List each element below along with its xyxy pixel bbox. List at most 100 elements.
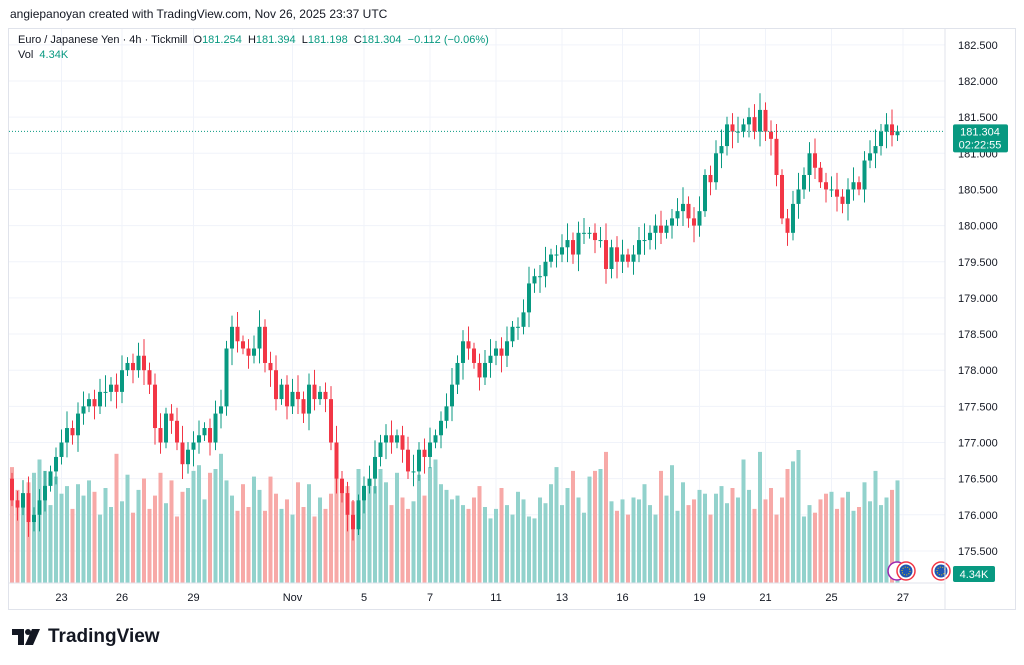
volume-bar bbox=[208, 472, 212, 583]
current-price-label: 181.304 bbox=[960, 126, 1000, 138]
candle bbox=[879, 124, 883, 156]
candle-body bbox=[26, 493, 31, 523]
candle-body bbox=[846, 189, 850, 204]
candle-body bbox=[554, 254, 559, 256]
candle bbox=[175, 407, 179, 451]
volume-bar bbox=[428, 467, 432, 583]
volume-bar bbox=[741, 459, 746, 583]
volume-bar bbox=[43, 470, 47, 583]
candle-body bbox=[81, 406, 86, 414]
volume-bar bbox=[840, 497, 845, 583]
candle bbox=[125, 357, 130, 376]
volume-bar bbox=[620, 499, 625, 583]
volume-bar bbox=[802, 516, 806, 583]
volume-bar bbox=[521, 499, 526, 583]
candle-body bbox=[433, 435, 438, 443]
tradingview-logo[interactable]: TradingView bbox=[12, 626, 160, 648]
volume-bar bbox=[444, 489, 449, 583]
candle bbox=[615, 236, 619, 279]
volume-bar bbox=[373, 486, 377, 583]
symbol-title[interactable]: Euro / Japanese Yen · 4h · Tickmill bbox=[18, 34, 188, 46]
candle-body bbox=[98, 391, 102, 407]
candle bbox=[543, 246, 548, 288]
volume-bar bbox=[543, 503, 548, 583]
candle-body bbox=[587, 232, 592, 234]
candle-body bbox=[879, 131, 883, 147]
candle bbox=[296, 375, 300, 414]
volume-bar bbox=[142, 478, 146, 583]
volume-bar bbox=[725, 503, 729, 583]
candle bbox=[378, 434, 383, 467]
candle bbox=[15, 490, 20, 521]
candle bbox=[92, 389, 97, 420]
volume-bar bbox=[125, 474, 130, 583]
candle-body bbox=[521, 312, 526, 327]
candle-body bbox=[752, 117, 757, 132]
candle-body bbox=[153, 384, 157, 429]
volume-bar bbox=[21, 499, 25, 583]
volume-bar bbox=[879, 505, 883, 583]
y-tick-label: 176.000 bbox=[958, 510, 998, 522]
candle bbox=[411, 454, 416, 487]
candle bbox=[241, 335, 245, 355]
y-tick-label: 177.000 bbox=[958, 438, 998, 450]
candle bbox=[659, 210, 663, 245]
candle-body bbox=[681, 203, 685, 212]
volume-bar bbox=[857, 507, 861, 583]
tradingview-logo-icon bbox=[12, 629, 40, 645]
x-tick-label: 29 bbox=[187, 592, 199, 604]
candle-body bbox=[769, 131, 773, 139]
candle-body bbox=[450, 384, 454, 407]
volume-bar bbox=[769, 488, 773, 583]
candle bbox=[725, 116, 729, 156]
candlestick-chart[interactable]: 182.500182.000181.500181.000180.500180.0… bbox=[0, 0, 1024, 615]
volume-bar bbox=[180, 491, 185, 583]
chart-credit: angiepanoyan created with TradingView.co… bbox=[10, 7, 388, 21]
candle-body bbox=[620, 254, 625, 262]
candle-body bbox=[664, 225, 669, 233]
candle bbox=[466, 326, 471, 360]
candle-body bbox=[263, 326, 267, 363]
candle bbox=[862, 151, 867, 203]
candle bbox=[252, 335, 256, 364]
x-tick-label: 13 bbox=[556, 592, 568, 604]
volume-bar bbox=[334, 470, 339, 583]
candle-body bbox=[703, 174, 707, 212]
volume-bar bbox=[675, 510, 680, 583]
candle bbox=[494, 340, 498, 366]
volume-bar bbox=[483, 507, 487, 583]
candle bbox=[752, 104, 757, 140]
candle-body bbox=[246, 348, 251, 356]
volume-bar bbox=[554, 467, 559, 583]
volume-bar bbox=[285, 499, 289, 583]
candle bbox=[681, 187, 685, 226]
candle bbox=[664, 219, 669, 239]
candle-body bbox=[532, 276, 537, 284]
close-label: C bbox=[353, 34, 362, 46]
x-tick-label: 23 bbox=[55, 592, 67, 604]
volume-bar bbox=[252, 476, 256, 583]
volume-bar bbox=[257, 489, 262, 583]
volume-bar bbox=[516, 491, 520, 583]
volume-bar bbox=[730, 488, 735, 583]
volume-bar bbox=[626, 514, 630, 583]
candle-body bbox=[268, 362, 273, 371]
candle bbox=[565, 223, 570, 263]
volume-bar bbox=[719, 486, 724, 583]
candle bbox=[840, 189, 845, 214]
candle-body bbox=[422, 449, 427, 457]
candle-body bbox=[439, 420, 443, 436]
x-tick-label: 5 bbox=[361, 592, 367, 604]
candle-body bbox=[334, 442, 339, 479]
x-tick-label: 16 bbox=[616, 592, 628, 604]
volume-bar bbox=[846, 491, 850, 583]
candle-body bbox=[604, 240, 608, 269]
candle-body bbox=[488, 355, 493, 363]
chart-panel[interactable] bbox=[8, 28, 1016, 610]
candle bbox=[301, 391, 306, 423]
candle-body bbox=[197, 435, 201, 443]
candle bbox=[351, 499, 355, 541]
candle-body bbox=[37, 500, 42, 515]
volume-bar bbox=[15, 489, 20, 583]
candle-body bbox=[103, 391, 108, 393]
